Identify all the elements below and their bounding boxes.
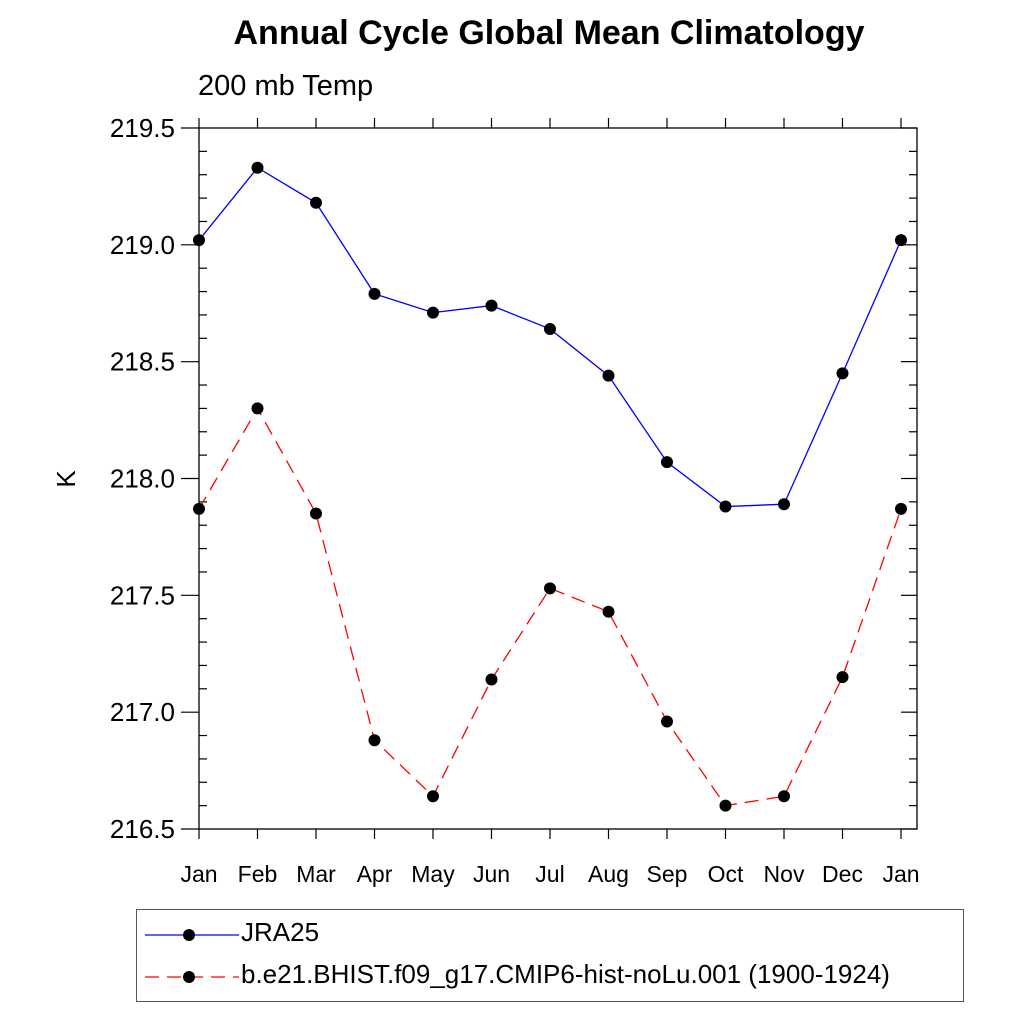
data-point-series-1 [193, 502, 205, 515]
data-point-series-0 [427, 306, 439, 319]
data-point-series-1 [778, 790, 790, 803]
y-tick-label: 218.0 [110, 464, 175, 494]
legend-item-cmip6: b.e21.BHIST.f09_g17.CMIP6-hist-noLu.001 … [137, 957, 957, 997]
data-point-series-1 [602, 605, 615, 618]
data-point-series-0 [193, 234, 205, 247]
x-tick-label: Jul [535, 861, 564, 887]
x-tick-label: Dec [822, 861, 863, 887]
legend-label-cmip6: b.e21.BHIST.f09_g17.CMIP6-hist-noLu.001 … [241, 959, 890, 989]
data-point-series-1 [836, 671, 849, 684]
data-point-series-1 [895, 502, 907, 515]
y-tick-label: 216.5 [110, 814, 175, 844]
line-chart: 216.5 217.0 217.5 218.0 218.5 219.0 219.5 Jan Fe… [51, 113, 920, 887]
data-point-series-1 [719, 799, 732, 812]
x-tick-label: Nov [764, 861, 805, 887]
data-point-series-0 [602, 369, 615, 382]
data-point-series-1 [427, 790, 439, 803]
legend-swatch-jra25 [145, 929, 239, 941]
series-line-0 [198, 166, 902, 508]
legend-swatch-cmip6 [145, 971, 239, 983]
x-tick-label: Sep [647, 861, 688, 887]
data-point-series-0 [661, 456, 673, 469]
data-point-series-0 [778, 498, 790, 511]
chart-title: Annual Cycle Global Mean Climatology [233, 14, 865, 52]
data-point-series-1 [368, 734, 381, 747]
x-tick-label: May [411, 861, 455, 887]
legend-item-jra25: JRA25 [137, 915, 957, 955]
data-point-series-0 [310, 196, 322, 209]
x-tick-label: Mar [296, 861, 336, 887]
data-point-series-1 [485, 673, 498, 686]
legend-label-jra25: JRA25 [241, 917, 320, 947]
x-tick-label: Jan [180, 861, 217, 887]
series-line-1 [198, 407, 902, 807]
y-tick-label: 217.0 [110, 697, 175, 727]
x-tick-label: Apr [357, 861, 393, 887]
data-point-series-1 [544, 582, 556, 595]
data-point-series-1 [310, 507, 322, 520]
legend: JRA25 b.e21.BHIST.f09_g17.CMIP6-hist-noL… [136, 909, 964, 1002]
x-tick-label: Oct [708, 861, 744, 887]
data-point-series-1 [251, 402, 264, 415]
x-tick-label: Feb [238, 861, 278, 887]
y-axis-label: K [51, 470, 81, 488]
y-tick-label: 219.0 [110, 230, 175, 260]
y-tick-label: 219.5 [110, 113, 175, 143]
data-point-series-0 [485, 299, 498, 312]
y-tick-label: 218.5 [110, 347, 175, 377]
data-point-series-0 [368, 287, 381, 300]
y-tick-label: 217.5 [110, 580, 175, 610]
data-point-series-0 [251, 161, 264, 174]
data-point-series-1 [661, 715, 673, 728]
chart-subtitle: 200 mb Temp [198, 70, 374, 102]
data-point-series-0 [895, 234, 907, 247]
x-tick-label: Aug [588, 861, 629, 887]
data-point-series-0 [836, 367, 849, 380]
data-point-series-0 [719, 500, 732, 513]
x-tick-label: Jan [882, 861, 919, 887]
data-point-series-0 [544, 322, 556, 335]
plot-frame [198, 127, 918, 830]
x-tick-label: Jun [473, 861, 510, 887]
